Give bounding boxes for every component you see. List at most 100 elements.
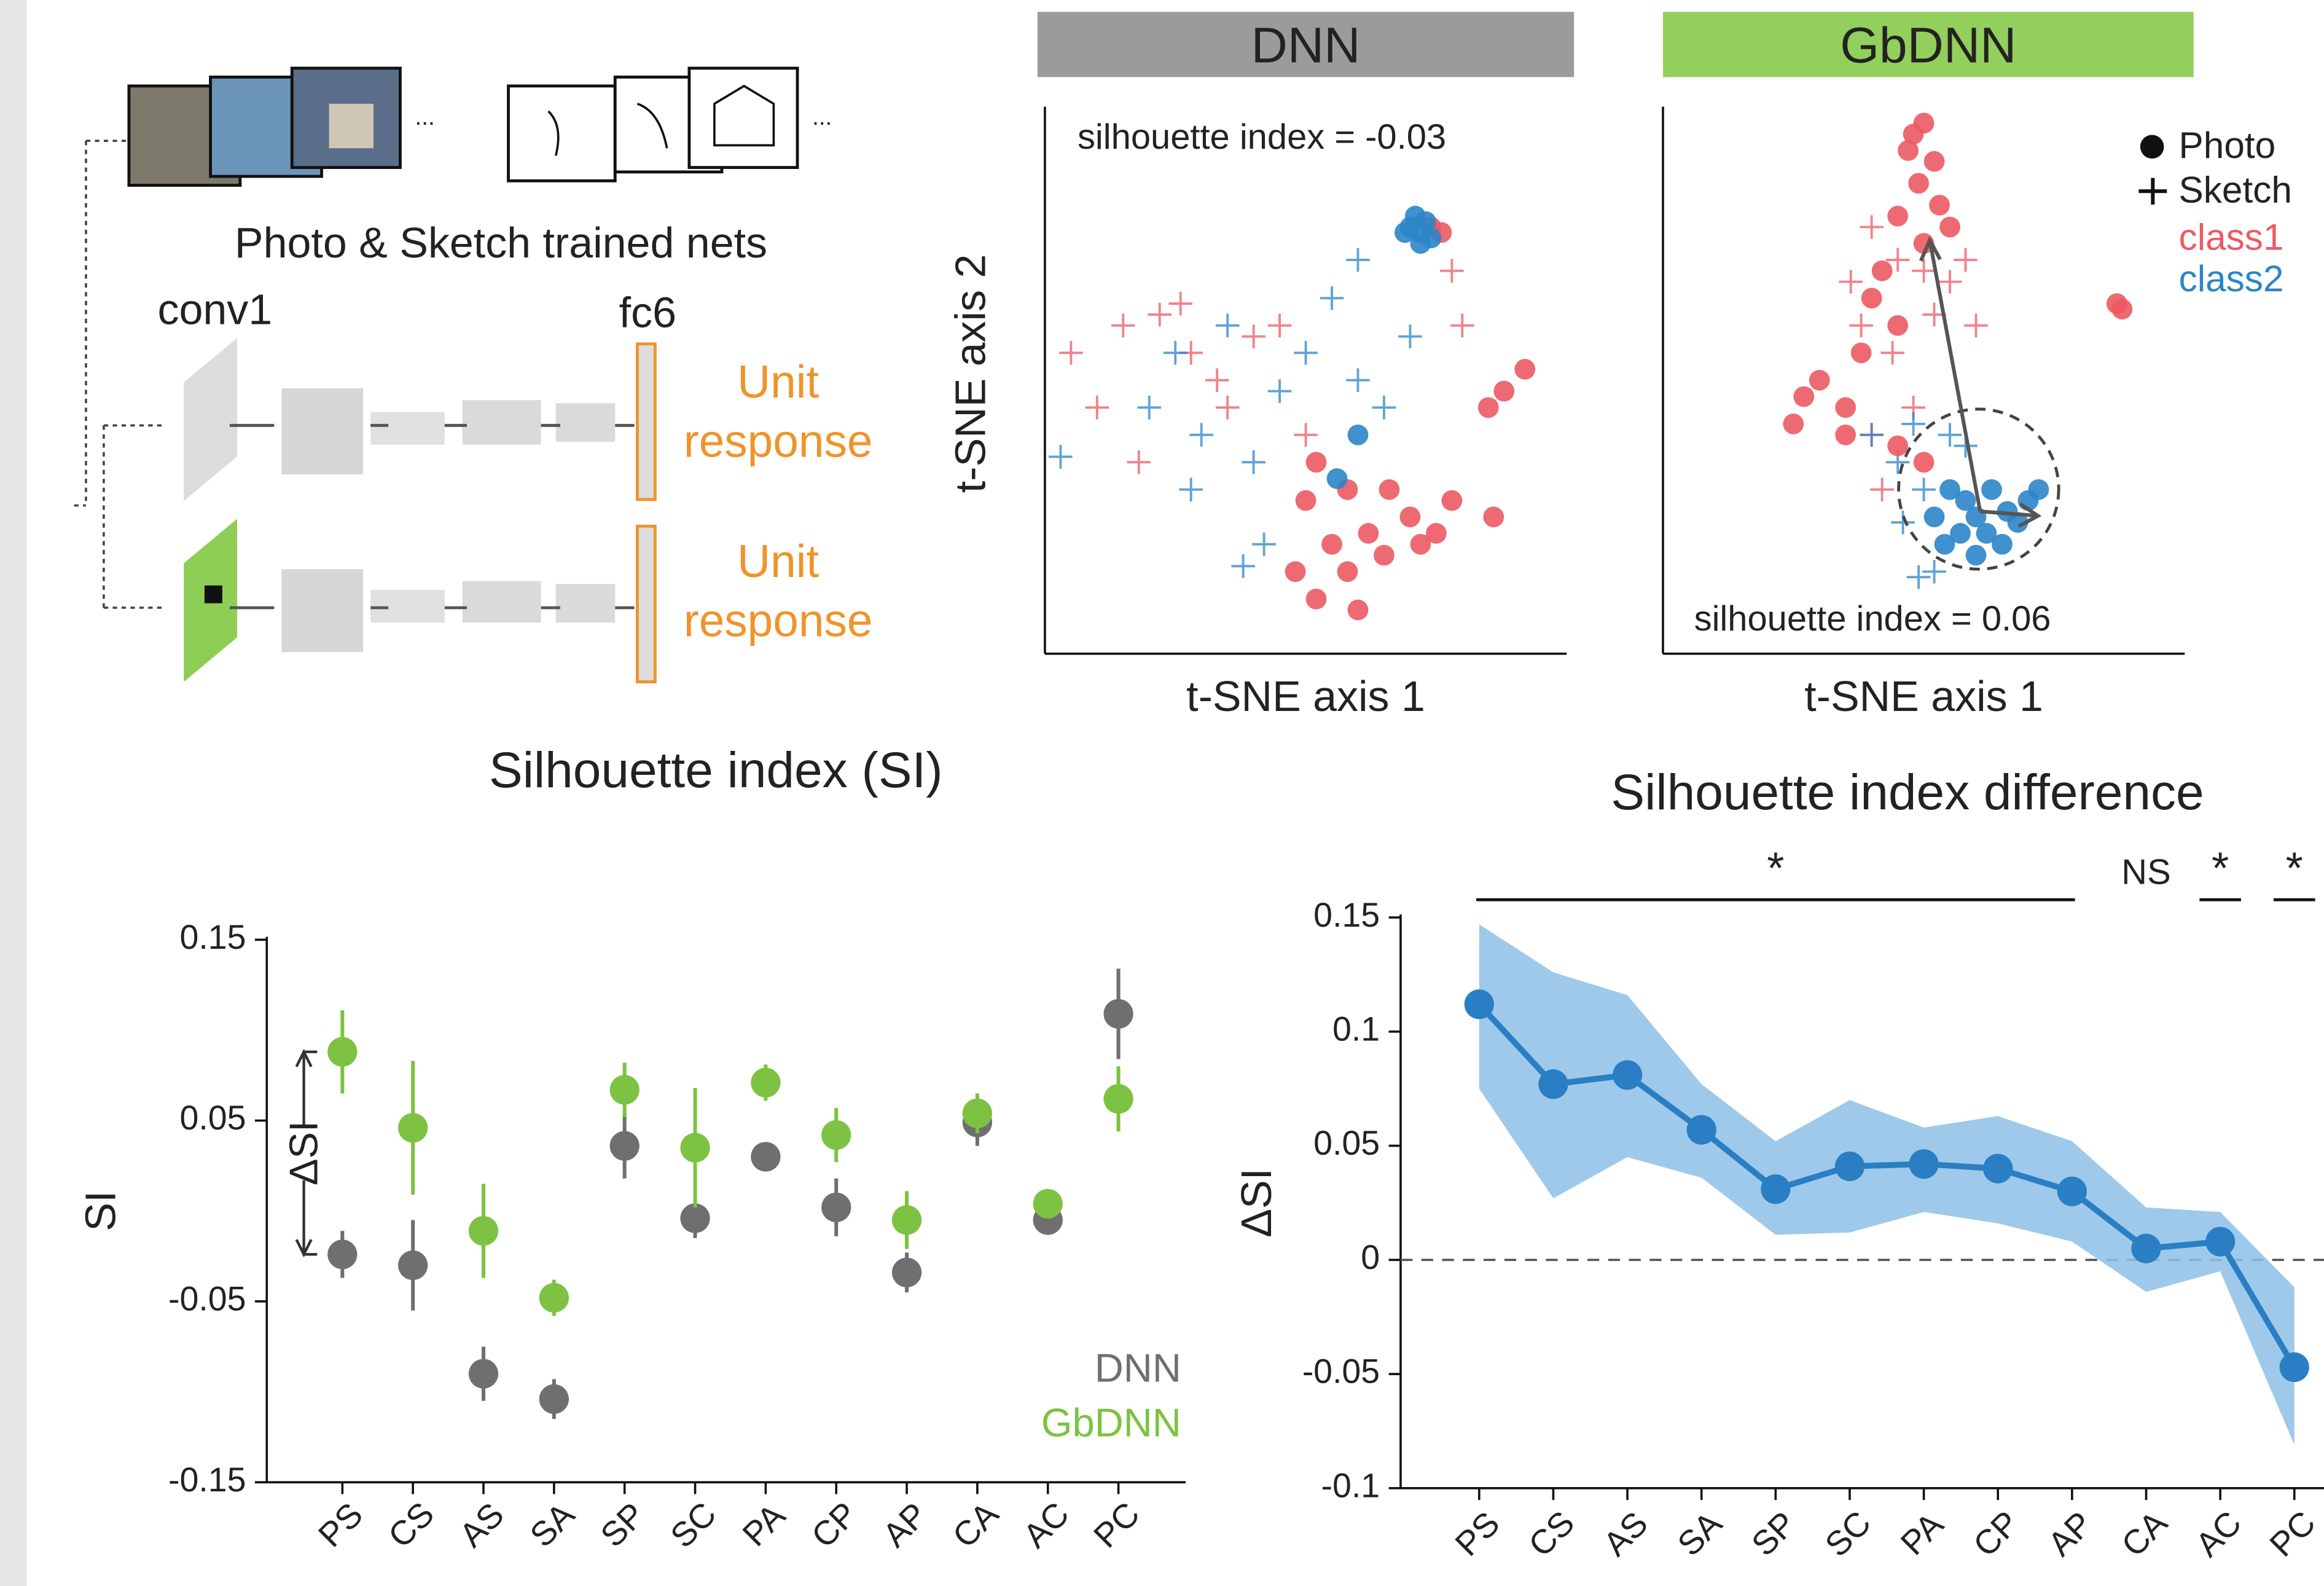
point bbox=[1538, 1069, 1568, 1099]
point bbox=[539, 1283, 569, 1313]
x-tick-label: CA bbox=[945, 1494, 1006, 1555]
y-tick-label: 0.15 bbox=[1313, 896, 1380, 934]
y-tick-label: 0.15 bbox=[180, 918, 246, 956]
photo-point bbox=[1321, 534, 1342, 555]
sketch-point bbox=[1912, 477, 1936, 501]
layer-label: conv1 bbox=[158, 285, 273, 333]
sketch-point bbox=[1059, 341, 1083, 365]
point bbox=[1983, 1154, 2013, 1184]
y-tick-label: 0.05 bbox=[180, 1099, 246, 1137]
photo-point bbox=[1337, 561, 1358, 582]
sketch-point bbox=[1839, 270, 1863, 294]
point bbox=[751, 1068, 780, 1097]
photo-point bbox=[1783, 414, 1804, 434]
centroid-arrow bbox=[1921, 240, 2038, 527]
y-tick-label: -0.05 bbox=[168, 1280, 246, 1318]
point bbox=[1033, 1189, 1063, 1219]
point bbox=[821, 1193, 851, 1222]
ellipsis: ... bbox=[812, 104, 832, 130]
point bbox=[1465, 989, 1494, 1019]
x-tick-label: PC bbox=[2263, 1504, 2323, 1564]
point bbox=[398, 1250, 428, 1280]
point bbox=[2057, 1177, 2087, 1206]
sketch-point bbox=[1346, 248, 1370, 272]
confidence-band bbox=[1479, 924, 2295, 1445]
y-tick-label: -0.05 bbox=[1302, 1352, 1380, 1391]
x-tick-label: PC bbox=[1086, 1494, 1146, 1555]
photo-point bbox=[1379, 479, 1400, 500]
legend-label: Sketch bbox=[2179, 169, 2292, 211]
x-tick-label: CP bbox=[804, 1494, 864, 1555]
sketch-point bbox=[1242, 450, 1266, 474]
sketch-point bbox=[1372, 396, 1396, 420]
significance-label: * bbox=[2212, 843, 2229, 893]
panel-title: DNN bbox=[1251, 17, 1361, 73]
sketch-point bbox=[1086, 396, 1109, 420]
sketch-point bbox=[1242, 324, 1266, 348]
point bbox=[2205, 1227, 2235, 1256]
y-axis-label: SI bbox=[76, 1191, 124, 1231]
sketch-point bbox=[1049, 445, 1073, 469]
sketch-point bbox=[1111, 313, 1135, 337]
point bbox=[2131, 1234, 2161, 1263]
x-tick-label: PA bbox=[1893, 1505, 1950, 1562]
x-axis-label: t-SNE axis 1 bbox=[1186, 672, 1425, 720]
point bbox=[751, 1142, 780, 1171]
sketch-point bbox=[1216, 396, 1240, 420]
x-tick-label: PS bbox=[311, 1495, 370, 1554]
photo-point bbox=[1348, 425, 1369, 446]
photo-point bbox=[1835, 397, 1856, 418]
ellipsis: ... bbox=[415, 104, 435, 130]
photo-point bbox=[1939, 217, 1960, 238]
legend-label: class1 bbox=[2179, 216, 2284, 258]
sketch-point bbox=[1398, 324, 1422, 348]
photo-point bbox=[1851, 342, 1872, 363]
sketch-point bbox=[1179, 477, 1203, 501]
photo-point bbox=[1908, 173, 1929, 194]
point bbox=[1687, 1115, 1716, 1144]
y-tick-label: 0.05 bbox=[1313, 1124, 1380, 1162]
point bbox=[610, 1075, 640, 1104]
photo-point bbox=[1306, 589, 1327, 610]
sketch-point bbox=[1252, 532, 1276, 556]
y-tick-label: 0 bbox=[1361, 1238, 1380, 1276]
photo-point bbox=[1966, 545, 1987, 566]
point bbox=[963, 1099, 992, 1128]
photo-point bbox=[1374, 545, 1395, 566]
x-tick-label: AS bbox=[1596, 1504, 1655, 1563]
x-tick-label: SA bbox=[523, 1495, 582, 1554]
chart-title: Silhouette index difference bbox=[1611, 764, 2204, 820]
photo-point bbox=[1514, 359, 1535, 380]
photo-point bbox=[1924, 506, 1945, 527]
point bbox=[1103, 999, 1133, 1029]
photo-point bbox=[1358, 523, 1379, 544]
layer-label: fc6 bbox=[619, 288, 676, 336]
point bbox=[327, 1037, 357, 1067]
photo-point bbox=[1793, 387, 1814, 407]
panel-title: GbDNN bbox=[1840, 17, 2016, 73]
sketch-point bbox=[1268, 379, 1292, 403]
point bbox=[680, 1203, 710, 1233]
sketch-point bbox=[1938, 423, 1962, 447]
sketch-point bbox=[1168, 292, 1192, 316]
point bbox=[610, 1131, 640, 1161]
legend-label: Photo bbox=[2179, 124, 2276, 166]
point bbox=[892, 1205, 921, 1235]
x-tick-label: AS bbox=[452, 1495, 511, 1554]
point bbox=[2280, 1352, 2309, 1382]
point bbox=[1909, 1149, 1938, 1179]
y-tick-label: 0.1 bbox=[1332, 1010, 1380, 1048]
page: {"diagram": {"title": "Photo & Sketch tr… bbox=[0, 0, 2324, 1586]
photo-point bbox=[1285, 561, 1306, 582]
sketch-point bbox=[1294, 341, 1318, 365]
sketch-point bbox=[1127, 450, 1151, 474]
photo-point bbox=[1399, 506, 1420, 527]
point bbox=[1761, 1174, 1790, 1204]
x-tick-label: SP bbox=[593, 1495, 652, 1554]
x-tick-label: SA bbox=[1670, 1504, 1729, 1563]
y-axis-label: ΔSI bbox=[1232, 1168, 1280, 1238]
x-axis-label: t-SNE axis 1 bbox=[1804, 672, 2043, 720]
sketch-point bbox=[1964, 313, 1988, 337]
photo-point bbox=[2029, 479, 2049, 500]
sketch-point bbox=[1320, 286, 1344, 310]
